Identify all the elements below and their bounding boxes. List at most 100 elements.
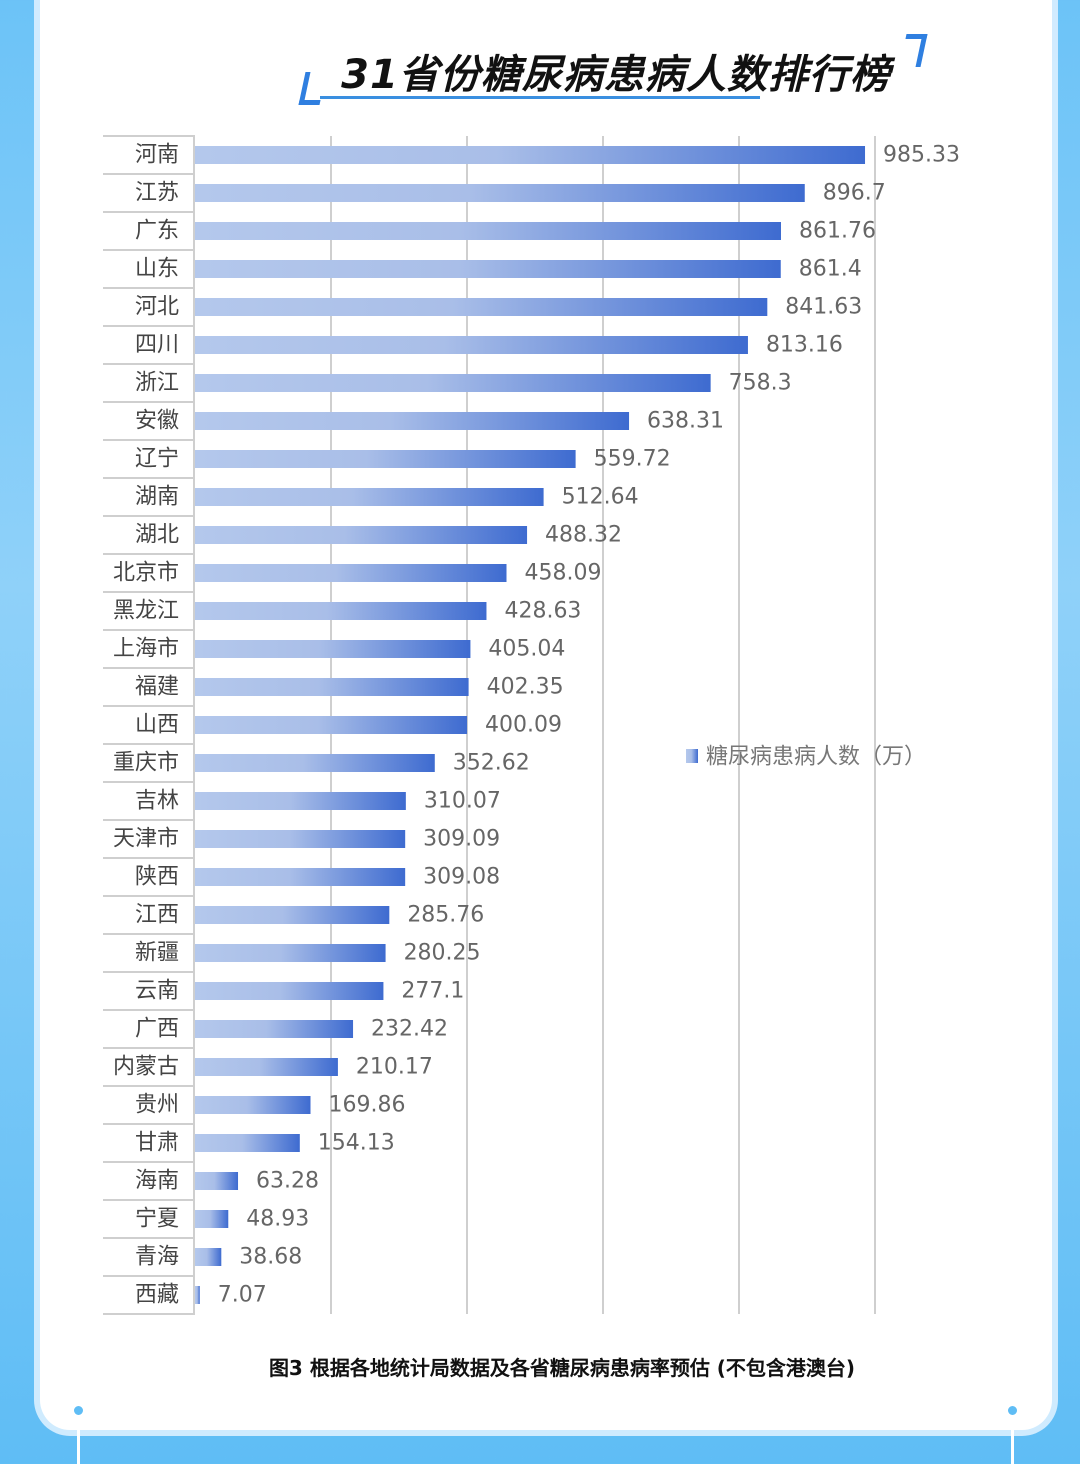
figure-caption: 图3 根据各地统计局数据及各省糖尿病患病率预估 (不包含港澳台) <box>268 1356 856 1380</box>
bar <box>195 830 406 848</box>
bar <box>195 1286 200 1304</box>
category-label: 河南 <box>135 143 179 168</box>
category-label: 云南 <box>135 979 179 1004</box>
bar <box>195 450 576 468</box>
bar <box>195 336 748 354</box>
value-label: 63.28 <box>256 1169 319 1194</box>
bar <box>195 222 781 240</box>
value-label: 985.33 <box>883 143 960 168</box>
bar <box>195 1020 354 1038</box>
category-label: 上海市 <box>113 637 179 662</box>
bar <box>195 602 487 620</box>
bars <box>195 146 866 1304</box>
category-label: 河北 <box>135 295 179 320</box>
value-label: 402.35 <box>487 675 564 700</box>
bar <box>195 260 781 278</box>
value-label: 310.07 <box>424 789 501 814</box>
left-pin-decoration <box>72 1404 85 1464</box>
category-label: 青海 <box>135 1245 179 1270</box>
value-label: 512.64 <box>562 485 639 510</box>
category-label: 吉林 <box>135 789 179 814</box>
legend-label: 糖尿病患病人数（万） <box>706 745 926 770</box>
category-label: 广东 <box>135 219 179 244</box>
value-label: 458.09 <box>525 561 602 586</box>
bar <box>195 184 805 202</box>
bar <box>195 868 406 886</box>
bar <box>195 1058 338 1076</box>
value-label: 428.63 <box>504 599 581 624</box>
title-underline <box>320 96 760 99</box>
legend-swatch <box>686 749 698 763</box>
category-label: 海南 <box>135 1169 179 1194</box>
value-label: 352.62 <box>453 751 530 776</box>
value-label: 280.25 <box>404 941 481 966</box>
category-label: 安徽 <box>135 409 179 434</box>
value-label: 841.63 <box>785 295 862 320</box>
category-label: 福建 <box>135 675 179 700</box>
category-label: 湖南 <box>135 485 179 510</box>
category-label: 江苏 <box>135 181 179 206</box>
value-label: 861.76 <box>799 219 876 244</box>
bar <box>195 792 406 810</box>
value-label: 400.09 <box>485 713 562 738</box>
category-label: 北京市 <box>113 561 179 586</box>
category-label: 辽宁 <box>135 447 179 472</box>
category-label: 重庆市 <box>113 751 179 776</box>
bar <box>195 526 528 544</box>
category-label: 四川 <box>135 333 179 358</box>
category-label: 山西 <box>135 713 179 738</box>
right-pin-decoration <box>1006 1404 1019 1464</box>
value-label: 169.86 <box>329 1093 406 1118</box>
value-label: 638.31 <box>647 409 724 434</box>
value-label: 758.3 <box>729 371 792 396</box>
value-label: 861.4 <box>799 257 862 282</box>
value-label: 7.07 <box>218 1283 267 1308</box>
chart-title: 31省份糖尿病患病人数排行榜 <box>341 52 891 98</box>
bar <box>195 412 630 430</box>
category-label: 陕西 <box>135 865 179 890</box>
value-label: 309.09 <box>423 827 500 852</box>
value-label: 154.13 <box>318 1131 395 1156</box>
bar <box>195 1096 311 1114</box>
bar <box>195 754 435 772</box>
value-label: 210.17 <box>356 1055 433 1080</box>
value-label: 896.7 <box>823 181 886 206</box>
value-labels: 985.33896.7861.76861.4841.63813.16758.36… <box>218 143 960 1308</box>
category-axis: 河南江苏广东山东河北四川浙江安徽辽宁湖南湖北北京市黑龙江上海市福建山西重庆市吉林… <box>103 135 195 1315</box>
value-label: 309.08 <box>423 865 500 890</box>
bar <box>195 1248 222 1266</box>
category-label: 天津市 <box>113 827 179 852</box>
category-label: 西藏 <box>135 1283 179 1308</box>
bar <box>195 374 711 392</box>
value-label: 277.1 <box>401 979 464 1004</box>
value-label: 232.42 <box>371 1017 448 1042</box>
value-label: 285.76 <box>407 903 484 928</box>
category-label: 湖北 <box>135 523 179 548</box>
bar-chart: 河南江苏广东山东河北四川浙江安徽辽宁湖南湖北北京市黑龙江上海市福建山西重庆市吉林… <box>103 135 960 1315</box>
category-label: 黑龙江 <box>113 599 179 624</box>
bar <box>195 678 469 696</box>
bar <box>195 640 471 658</box>
category-label: 江西 <box>135 903 179 928</box>
category-label: 浙江 <box>135 371 179 396</box>
bar <box>195 1134 300 1152</box>
category-label: 新疆 <box>135 941 179 966</box>
category-label: 内蒙古 <box>113 1055 179 1080</box>
category-label: 广西 <box>135 1017 179 1042</box>
bar <box>195 298 768 316</box>
bar <box>195 982 384 1000</box>
bar <box>195 564 507 582</box>
value-label: 48.93 <box>246 1207 309 1232</box>
value-label: 405.04 <box>488 637 565 662</box>
category-label: 山东 <box>135 257 179 282</box>
value-label: 38.68 <box>239 1245 302 1270</box>
value-label: 813.16 <box>766 333 843 358</box>
bar <box>195 1210 229 1228</box>
bar <box>195 906 390 924</box>
category-label: 甘肃 <box>135 1131 179 1156</box>
bar <box>195 488 544 506</box>
bar <box>195 716 468 734</box>
bar <box>195 1172 239 1190</box>
legend: 糖尿病患病人数（万） <box>686 745 926 770</box>
value-label: 488.32 <box>545 523 622 548</box>
